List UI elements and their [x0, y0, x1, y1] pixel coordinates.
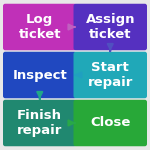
Text: Inspect: Inspect: [12, 69, 67, 81]
Text: Close: Close: [90, 117, 130, 129]
FancyBboxPatch shape: [74, 52, 147, 98]
FancyBboxPatch shape: [74, 100, 147, 146]
FancyBboxPatch shape: [74, 4, 147, 50]
Text: Assign
ticket: Assign ticket: [85, 13, 135, 41]
FancyBboxPatch shape: [3, 100, 76, 146]
Text: Log
ticket: Log ticket: [18, 13, 61, 41]
FancyBboxPatch shape: [3, 52, 76, 98]
Text: Start
repair: Start repair: [88, 61, 133, 89]
Text: Finish
repair: Finish repair: [17, 109, 62, 137]
FancyBboxPatch shape: [3, 4, 76, 50]
